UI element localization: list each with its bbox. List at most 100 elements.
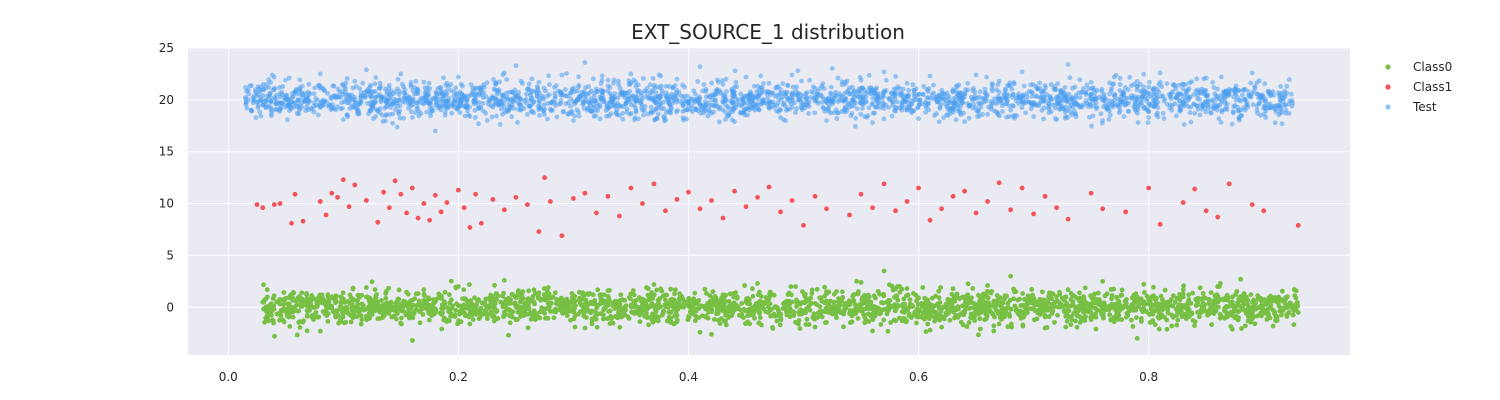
data-point-class1: [1031, 211, 1037, 217]
data-point-class0: [426, 295, 431, 301]
data-point-class0: [388, 301, 393, 307]
data-point-class0: [604, 316, 610, 321]
data-point-class0: [1168, 297, 1174, 302]
data-point-class0: [1141, 281, 1147, 287]
data-point-class1: [1054, 205, 1060, 211]
data-point-class0: [1157, 301, 1163, 307]
data-point-test: [1168, 96, 1174, 102]
data-point-class0: [824, 298, 829, 304]
data-point-class0: [1048, 306, 1054, 311]
data-point-class0: [467, 306, 473, 312]
data-point-test: [516, 90, 521, 95]
data-point-class0: [1197, 314, 1202, 320]
data-point-class0: [358, 321, 364, 327]
data-point-class0: [770, 312, 776, 318]
data-point-class0: [1180, 291, 1186, 297]
data-point-test: [311, 91, 317, 97]
data-point-class0: [412, 296, 418, 302]
data-point-class0: [788, 284, 794, 289]
data-point-test: [924, 95, 930, 101]
data-point-class0: [865, 298, 871, 304]
data-point-test: [1123, 95, 1129, 101]
data-point-test: [448, 82, 454, 87]
data-point-test: [1222, 100, 1228, 106]
data-point-class0: [1230, 294, 1235, 300]
data-point-test: [509, 114, 515, 119]
data-point-test: [633, 98, 639, 104]
data-point-class0: [750, 311, 756, 317]
data-point-test: [1038, 94, 1044, 100]
data-point-test: [251, 94, 257, 99]
data-point-class0: [893, 307, 898, 313]
data-point-test: [1147, 79, 1152, 85]
data-point-class0: [983, 307, 989, 313]
data-point-test: [1239, 92, 1245, 98]
data-point-test: [874, 104, 880, 110]
data-point-test: [848, 100, 854, 106]
data-point-test: [283, 77, 288, 83]
data-point-class0: [598, 296, 604, 302]
data-point-test: [1097, 94, 1103, 100]
data-point-test: [891, 86, 897, 92]
data-point-test: [344, 112, 350, 118]
data-point-class0: [262, 319, 268, 325]
data-point-class0: [584, 304, 590, 310]
data-point-class0: [994, 293, 1000, 298]
data-point-class0: [313, 314, 319, 320]
data-point-class0: [408, 302, 414, 308]
data-point-class1: [415, 215, 421, 221]
data-point-class0: [1186, 297, 1192, 302]
data-point-test: [875, 100, 881, 106]
data-point-test: [1094, 88, 1100, 93]
data-point-test: [976, 94, 982, 100]
data-point-test: [876, 91, 881, 96]
data-point-class0: [494, 316, 499, 322]
data-point-test: [380, 112, 385, 118]
data-point-class0: [350, 315, 356, 321]
data-point-class0: [445, 305, 451, 311]
data-point-class0: [571, 295, 576, 301]
data-point-test: [330, 83, 336, 89]
data-point-class0: [571, 309, 577, 315]
data-point-class0: [363, 285, 369, 290]
data-point-class0: [797, 326, 803, 331]
data-point-test: [936, 119, 942, 125]
data-point-class0: [406, 307, 412, 313]
data-point-class0: [636, 306, 641, 312]
data-point-class0: [657, 296, 663, 301]
data-point-class0: [903, 293, 909, 299]
data-point-class1: [444, 200, 450, 205]
data-point-test: [853, 115, 859, 121]
data-point-class1: [1180, 200, 1186, 205]
data-point-class0: [1100, 278, 1106, 284]
data-point-class0: [1047, 294, 1053, 300]
data-point-class0: [839, 289, 845, 295]
data-point-class0: [947, 317, 953, 323]
data-point-test: [537, 105, 543, 111]
data-point-test: [652, 117, 658, 122]
data-point-class0: [271, 320, 276, 326]
data-point-test: [709, 80, 715, 86]
data-point-class0: [629, 309, 635, 315]
data-point-class0: [785, 308, 791, 314]
data-point-class0: [1068, 297, 1074, 302]
data-point-class0: [467, 321, 473, 327]
data-point-class0: [603, 304, 609, 310]
data-point-class0: [1138, 318, 1144, 324]
data-point-class0: [563, 310, 569, 315]
data-point-class0: [1293, 288, 1299, 294]
data-point-class0: [731, 294, 736, 300]
data-point-test: [586, 90, 592, 96]
data-point-class1: [1088, 190, 1094, 196]
data-point-class0: [1118, 304, 1124, 310]
data-point-class0: [593, 316, 599, 322]
data-point-test: [626, 78, 632, 84]
data-point-test: [796, 90, 802, 96]
data-point-class0: [1031, 296, 1037, 301]
data-point-class0: [806, 322, 812, 327]
data-point-class0: [1005, 300, 1011, 306]
data-point-class0: [862, 292, 867, 298]
data-point-test: [1241, 87, 1247, 92]
data-point-class0: [918, 314, 923, 320]
data-point-class0: [1109, 293, 1115, 298]
